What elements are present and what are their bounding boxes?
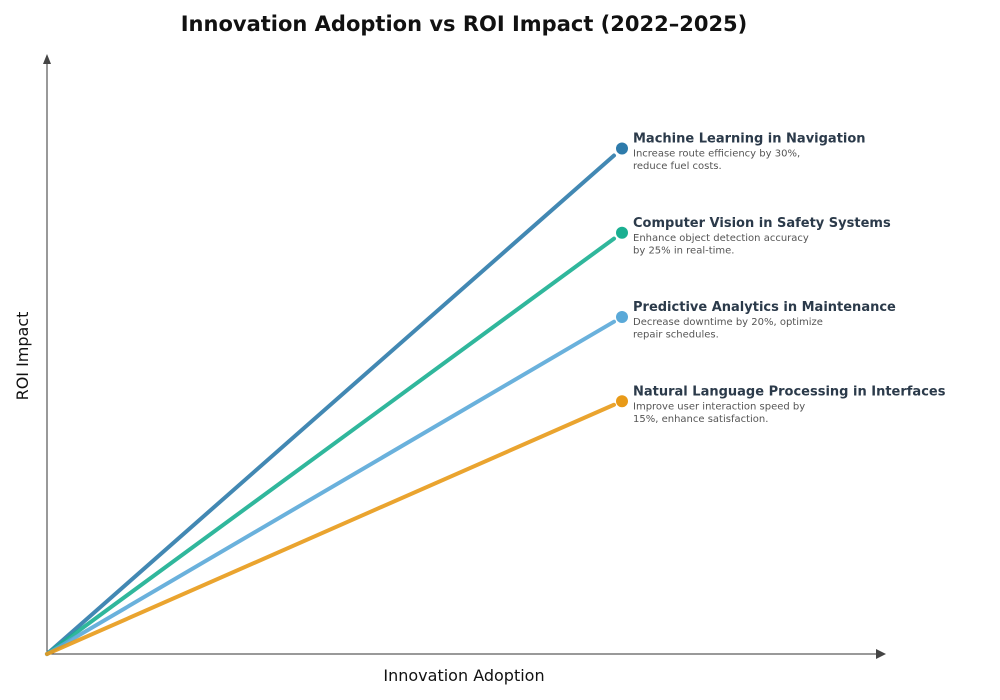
series-natural-language-processing-in-interfaces: Natural Language Processing in Interface… (45, 384, 946, 656)
series-endpoint[interactable] (616, 395, 628, 408)
annotation-description: Enhance object detection accuracy (633, 233, 809, 244)
series-line (45, 402, 616, 656)
annotation-description: by 25% in real-time. (633, 245, 734, 256)
series-machine-learning-in-navigation: Machine Learning in Navigation Increase r… (45, 132, 866, 656)
chart-title: Innovation Adoption vs ROI Impact (2022–… (181, 12, 748, 36)
annotation-title: Predictive Analytics in Maintenance (633, 300, 896, 315)
annotation-title: Computer Vision in Safety Systems (633, 216, 891, 231)
y-axis-label: ROI Impact (13, 312, 32, 401)
series-line (45, 319, 616, 656)
series-endpoint[interactable] (616, 226, 628, 239)
x-axis-arrow-icon (876, 649, 886, 659)
series-predictive-analytics-in-maintenance: Predictive Analytics in Maintenance Decre… (45, 300, 896, 656)
series-line (45, 236, 616, 656)
annotation-description: Improve user interaction speed by (633, 401, 805, 412)
axes (43, 54, 886, 659)
y-axis-arrow-icon (43, 54, 51, 64)
series-endpoint[interactable] (616, 142, 628, 155)
annotation-description: repair schedules. (633, 330, 719, 341)
series-endpoint[interactable] (616, 311, 628, 323)
annotation-title: Natural Language Processing in Interface… (633, 384, 946, 399)
annotation-description: 15%, enhance satisfaction. (633, 414, 768, 425)
annotation-description: Increase route efficiency by 30%, (633, 149, 800, 160)
series-line (45, 153, 616, 656)
annotation-description: reduce fuel costs. (633, 161, 722, 172)
annotation-title: Machine Learning in Navigation (633, 132, 866, 147)
series-computer-vision-in-safety-systems: Computer Vision in Safety Systems Enhance… (45, 216, 891, 656)
series-layer: Machine Learning in Navigation Increase r… (45, 132, 946, 656)
annotation-description: Decrease downtime by 20%, optimize (633, 317, 823, 328)
x-axis-label: Innovation Adoption (383, 666, 544, 685)
